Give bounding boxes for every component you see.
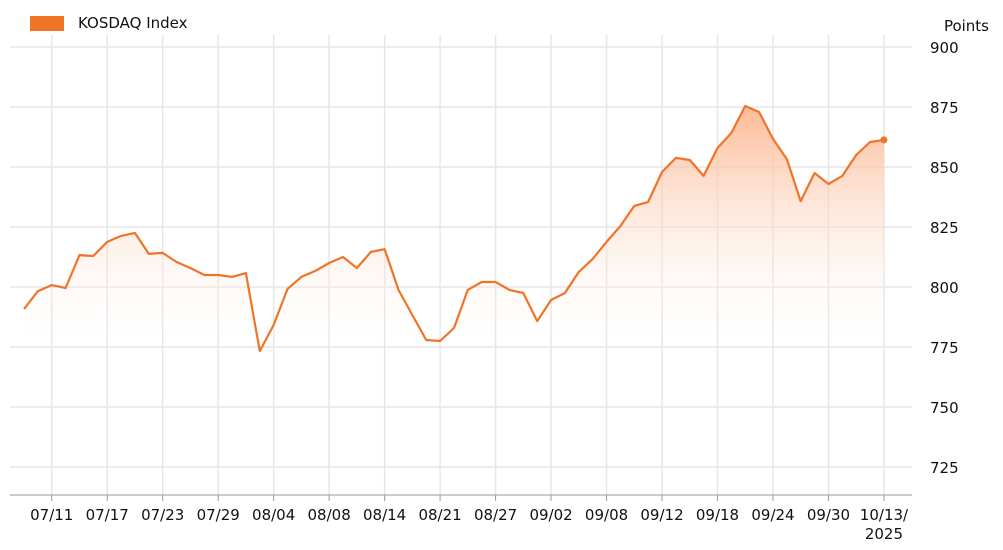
last-data-point bbox=[880, 136, 888, 144]
x-tick-label: 09/08 bbox=[585, 506, 628, 524]
series-line bbox=[23, 104, 888, 353]
y-tick-label: 775 bbox=[930, 339, 959, 357]
x-tick-label: 07/17 bbox=[86, 506, 129, 524]
x-tick-label: 2025 bbox=[865, 525, 903, 543]
x-tick-label: 09/18 bbox=[696, 506, 739, 524]
x-tick-label: 09/24 bbox=[751, 506, 794, 524]
series-line-path bbox=[23, 104, 885, 353]
y-axis-label: Points bbox=[943, 17, 989, 35]
y-tick-label: 825 bbox=[930, 219, 959, 237]
x-tick-label: 09/12 bbox=[640, 506, 683, 524]
x-tick-label: 07/11 bbox=[30, 506, 73, 524]
x-tick-label: 08/04 bbox=[252, 506, 295, 524]
x-tick-label: 10/13/ bbox=[860, 506, 909, 524]
area-fill-path bbox=[24, 106, 884, 352]
legend: KOSDAQ Index bbox=[30, 14, 188, 32]
x-tick-label: 08/08 bbox=[308, 506, 351, 524]
x-tick-label: 09/30 bbox=[807, 506, 850, 524]
x-tick-label: 08/27 bbox=[474, 506, 517, 524]
y-tick-label: 875 bbox=[930, 99, 959, 117]
x-tick-label: 08/14 bbox=[363, 506, 406, 524]
y-tick-label: 900 bbox=[930, 39, 959, 57]
y-tick-label: 750 bbox=[930, 399, 959, 417]
legend-swatch bbox=[30, 15, 64, 31]
x-tick-label: 07/23 bbox=[141, 506, 184, 524]
area-fill bbox=[24, 106, 884, 352]
legend-label: KOSDAQ Index bbox=[78, 14, 188, 32]
x-tick-label: 07/29 bbox=[197, 506, 240, 524]
x-tick-label: 08/21 bbox=[418, 506, 461, 524]
axes: 725 750 775 800 825 850 875 900 07/11 07/17 07/23 0… bbox=[10, 39, 959, 543]
y-tick-label: 850 bbox=[930, 159, 959, 177]
y-tick-label: 800 bbox=[930, 279, 959, 297]
x-tick-label: 09/02 bbox=[529, 506, 572, 524]
y-tick-label: 725 bbox=[930, 459, 959, 477]
